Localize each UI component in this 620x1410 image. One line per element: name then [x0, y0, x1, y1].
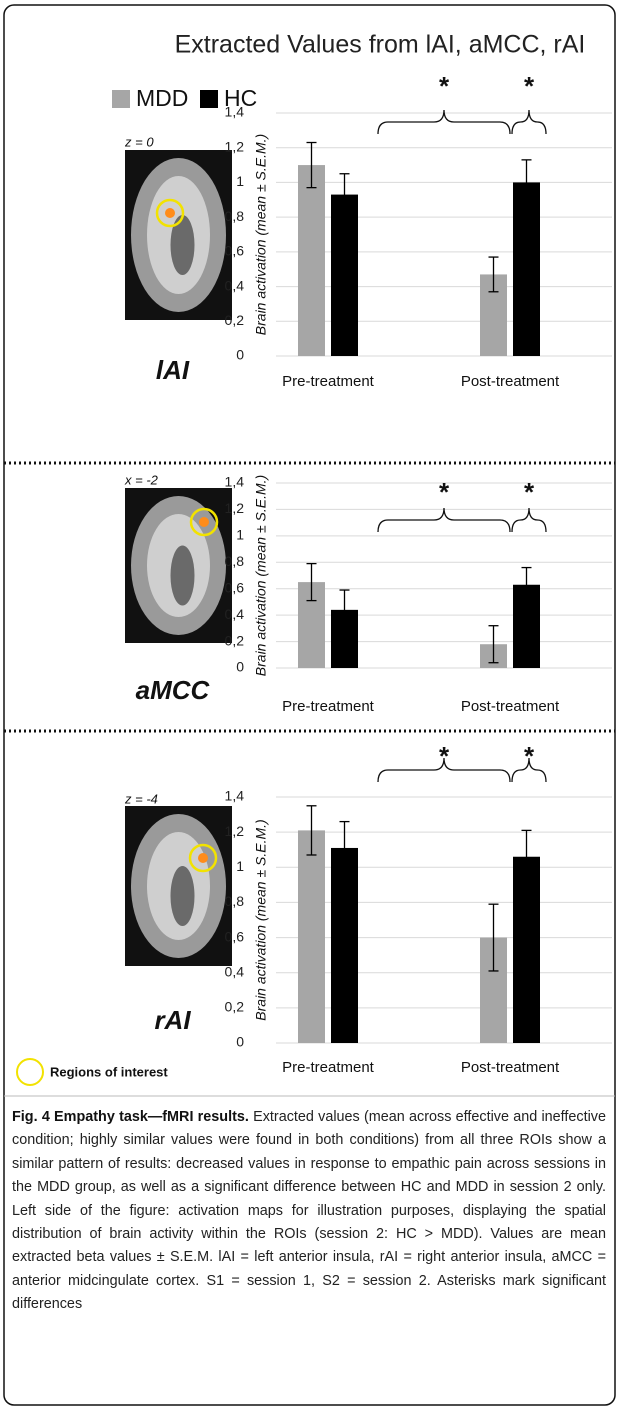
y-tick-label: 0,2 [225, 999, 245, 1015]
bar [298, 830, 325, 1043]
bar [513, 857, 540, 1043]
y-tick-label: 1,2 [225, 138, 245, 154]
figure-title: Extracted Values from lAI, aMCC, rAI [175, 31, 586, 59]
bar [331, 848, 358, 1043]
y-tick-label: 1,4 [225, 474, 245, 490]
roi-legend-icon [17, 1059, 43, 1085]
y-tick-label: 0,2 [225, 632, 245, 648]
roi-legend-label: Regions of interest [50, 1064, 168, 1079]
brain-tissue [171, 866, 195, 926]
significance-star: * [524, 477, 535, 507]
significance-bracket [512, 110, 546, 134]
y-tick-label: 1,4 [225, 104, 245, 120]
significance-bracket [378, 110, 510, 134]
activation [199, 517, 209, 527]
y-tick-label: 0,8 [225, 893, 245, 909]
caption-heading: Fig. 4 Empathy task—fMRI results. [12, 1109, 249, 1125]
y-tick-label: 1,2 [225, 823, 245, 839]
region-label: rAI [154, 1005, 191, 1035]
significance-star: * [439, 71, 450, 101]
y-axis-label: Brain activation (mean ± S.E.M.) [253, 819, 269, 1020]
y-tick-label: 0 [236, 347, 244, 363]
y-tick-label: 0 [236, 1034, 244, 1050]
x-tick-label: Pre-treatment [282, 373, 375, 390]
caption: Fig. 4 Empathy task—fMRI results. Extrac… [12, 1106, 606, 1317]
y-tick-label: 0,2 [225, 312, 245, 328]
y-tick-label: 0 [236, 659, 244, 675]
y-tick-label: 1 [236, 527, 244, 543]
y-tick-label: 1,2 [225, 500, 245, 516]
y-tick-label: 1 [236, 858, 244, 874]
caption-text: Extracted values (mean across effective … [12, 1109, 606, 1312]
slice-label: z = -4 [124, 791, 158, 806]
y-axis-label: Brain activation (mean ± S.E.M.) [253, 475, 269, 676]
x-tick-label: Post-treatment [461, 373, 560, 390]
y-tick-label: 1,4 [225, 788, 245, 804]
significance-star: * [524, 741, 535, 771]
y-tick-label: 0,6 [225, 243, 245, 259]
brain-tissue [171, 546, 195, 606]
region-label: lAI [156, 355, 190, 385]
y-tick-label: 0,6 [225, 579, 245, 595]
x-tick-label: Post-treatment [461, 1059, 560, 1076]
activation [198, 853, 208, 863]
x-tick-label: Post-treatment [461, 698, 560, 715]
significance-bracket [378, 508, 510, 532]
slice-label: x = -2 [124, 472, 159, 487]
brain-tissue [171, 215, 195, 275]
x-tick-label: Pre-treatment [282, 1059, 375, 1076]
y-tick-label: 0,4 [225, 606, 245, 622]
y-tick-label: 0,8 [225, 553, 245, 569]
legend-swatch [112, 90, 130, 108]
y-tick-label: 0,4 [225, 963, 245, 979]
significance-bracket [512, 508, 546, 532]
y-tick-label: 0,6 [225, 928, 245, 944]
y-tick-label: 0,8 [225, 208, 245, 224]
slice-label: z = 0 [124, 134, 154, 149]
significance-star: * [524, 71, 535, 101]
significance-star: * [439, 741, 450, 771]
region-label: aMCC [136, 675, 211, 705]
y-tick-label: 1 [236, 173, 244, 189]
legend-label: MDD [136, 85, 188, 111]
bar [513, 182, 540, 356]
significance-star: * [439, 477, 450, 507]
bar [298, 165, 325, 356]
y-tick-label: 0,4 [225, 277, 245, 293]
page: {"title": "Extracted Values from lAI, aM… [0, 0, 620, 1410]
x-tick-label: Pre-treatment [282, 698, 375, 715]
bar [331, 195, 358, 356]
y-axis-label: Brain activation (mean ± S.E.M.) [253, 134, 269, 335]
activation [165, 208, 175, 218]
legend-swatch [200, 90, 218, 108]
